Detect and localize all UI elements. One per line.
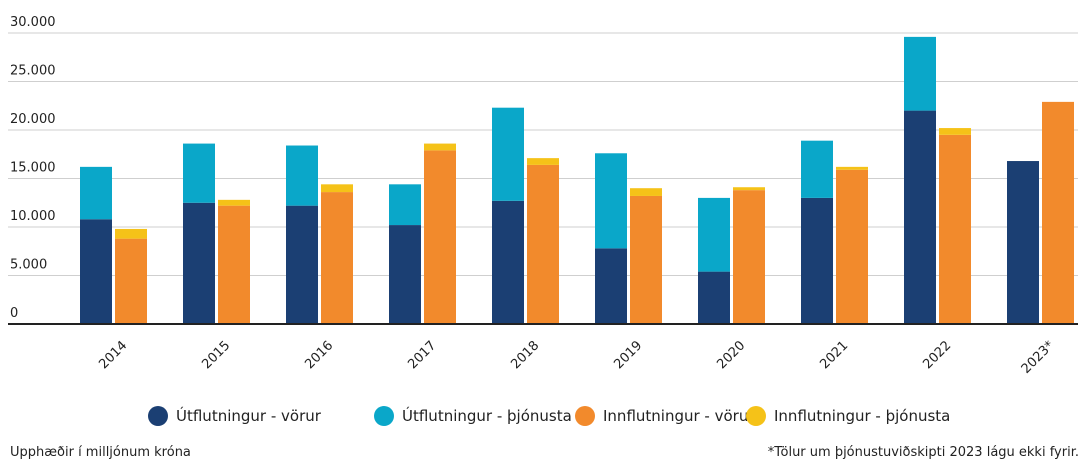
bar — [80, 166, 112, 220]
legend-marker — [575, 406, 595, 426]
x-tick-label: 2023* — [1019, 338, 1058, 377]
bar — [115, 238, 147, 324]
bar — [321, 192, 353, 324]
legend-label: Innflutningur - vörur — [603, 407, 755, 425]
y-tick-label: 5.000 — [10, 258, 47, 273]
bar — [904, 110, 936, 324]
x-tick-label: 2014 — [96, 338, 130, 372]
x-tick-label: 2016 — [302, 338, 336, 372]
bar — [1042, 101, 1074, 325]
bar — [218, 205, 250, 324]
legend-label: Útflutningur - vörur — [176, 406, 322, 425]
bar — [492, 200, 524, 324]
y-tick-label: 30.000 — [10, 15, 56, 30]
bar — [733, 190, 765, 324]
bar — [183, 202, 215, 324]
bar — [630, 195, 662, 324]
x-tick-label: 2020 — [714, 338, 748, 372]
x-tick-label: 2021 — [817, 338, 851, 372]
legend-label: Innflutningur - þjónusta — [774, 407, 950, 425]
y-tick-label: 25.000 — [10, 64, 56, 79]
x-tick-label: 2018 — [508, 338, 542, 372]
legend-marker — [374, 406, 394, 426]
x-tick-label: 2017 — [405, 338, 439, 372]
bar — [527, 158, 559, 165]
bar — [286, 145, 318, 206]
bar — [836, 166, 868, 170]
bar — [801, 140, 833, 198]
bar — [424, 150, 456, 324]
x-tick-label: 2015 — [199, 338, 233, 372]
legend-label: Útflutningur - þjónusta — [402, 406, 572, 425]
bar — [836, 169, 868, 324]
bar — [115, 228, 147, 239]
note-left: Upphæðir í milljónum króna — [10, 445, 191, 460]
legend-marker — [148, 406, 168, 426]
bar — [630, 188, 662, 196]
bar — [595, 153, 627, 249]
bar — [321, 184, 353, 193]
bar — [286, 205, 318, 324]
bar — [595, 248, 627, 324]
legend-marker — [746, 406, 766, 426]
y-tick-label: 20.000 — [10, 112, 56, 127]
bar — [80, 219, 112, 324]
bar — [1007, 161, 1039, 324]
x-tick-label: 2019 — [611, 338, 645, 372]
y-tick-label: 10.000 — [10, 209, 56, 224]
note-right: *Tölur um þjónustuviðskipti 2023 lágu ek… — [768, 445, 1079, 460]
bar — [389, 184, 421, 226]
bar — [939, 128, 971, 135]
bar — [183, 143, 215, 203]
x-tick-label: 2022 — [920, 338, 954, 372]
bar — [698, 197, 730, 272]
bar — [904, 36, 936, 111]
bar — [939, 134, 971, 324]
bar — [801, 197, 833, 324]
bar — [698, 271, 730, 324]
bar — [527, 164, 559, 324]
y-tick-label: 15.000 — [10, 161, 56, 176]
y-tick-label: 0 — [10, 306, 18, 321]
bar — [492, 107, 524, 201]
bar — [218, 199, 250, 206]
bar — [733, 187, 765, 191]
bar — [389, 225, 421, 324]
bar — [424, 143, 456, 151]
